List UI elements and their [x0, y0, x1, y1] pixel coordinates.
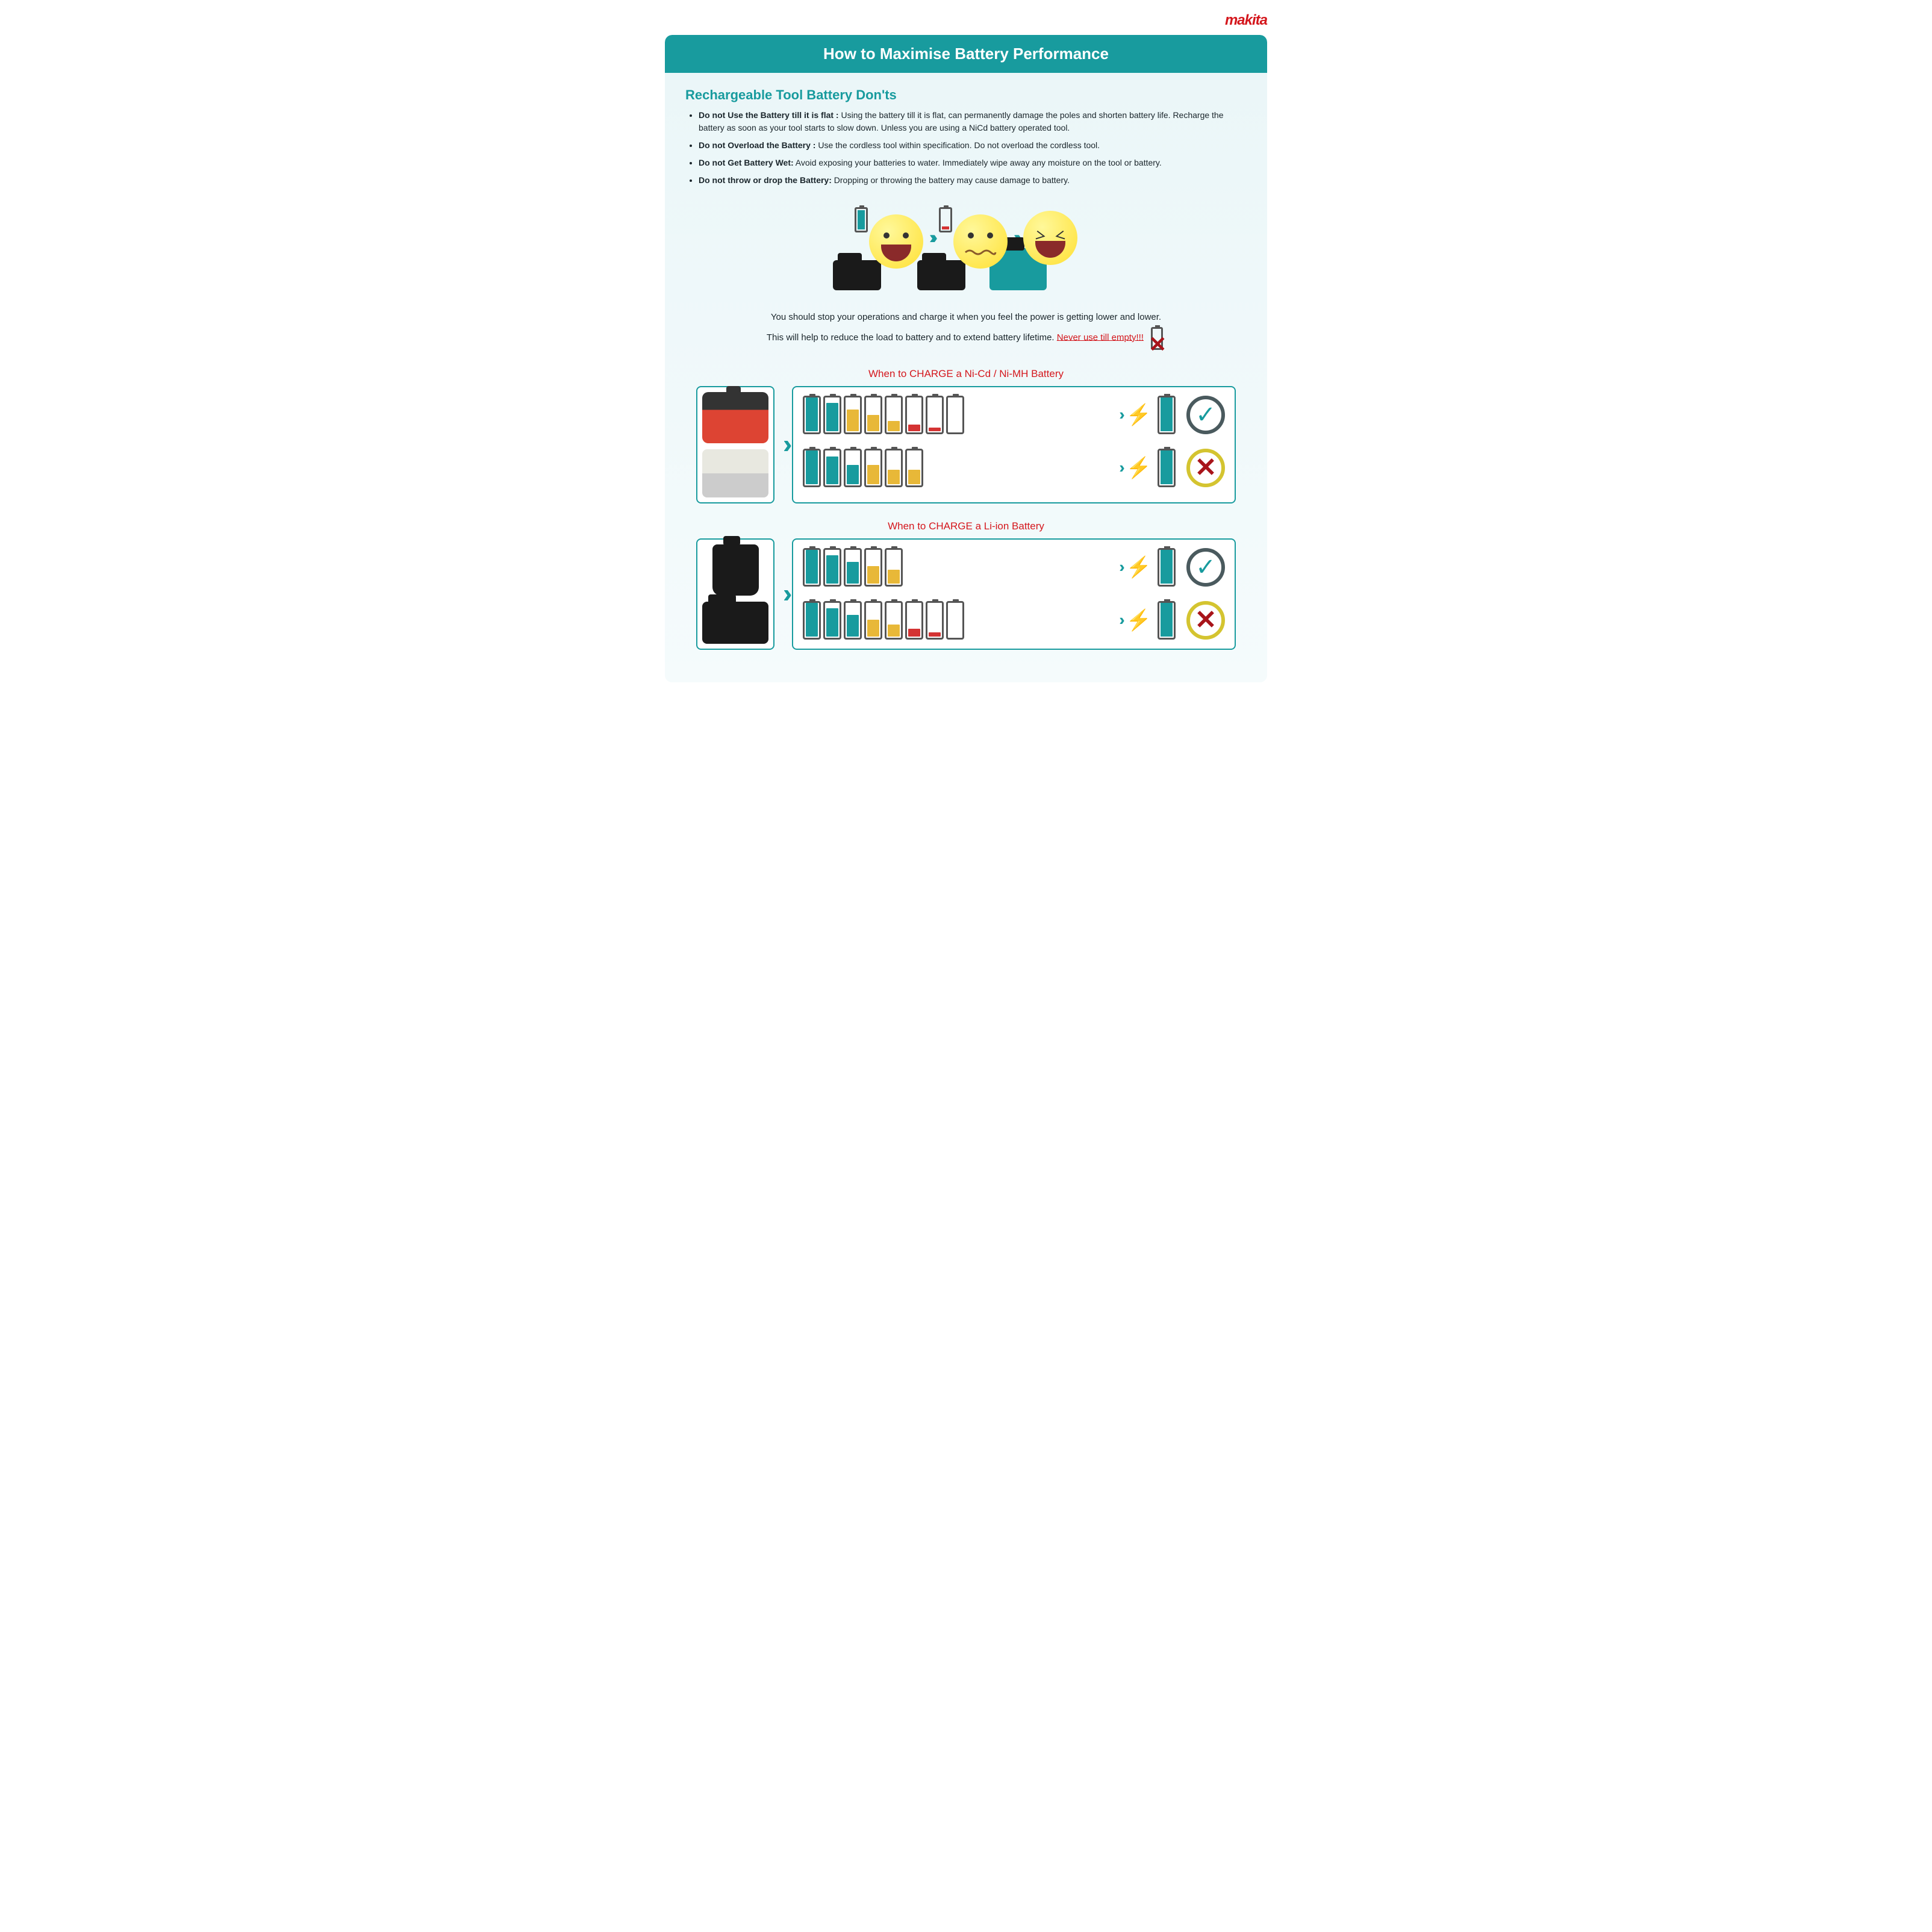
- battery-full-icon: [855, 207, 868, 232]
- battery-row: ›› ⚡ ✕: [803, 449, 1225, 487]
- lightning-icon: ⚡: [1126, 403, 1151, 427]
- tip-item: Do not throw or drop the Battery: Droppi…: [699, 174, 1247, 187]
- section-subtitle: Rechargeable Tool Battery Don'ts: [685, 87, 1247, 103]
- lightning-icon: ⚡: [1126, 456, 1151, 480]
- happy-face-icon: [869, 214, 923, 269]
- battery-pack-icon: [833, 260, 881, 290]
- battery-cell-icon: [864, 449, 882, 487]
- battery-cell-icon: [803, 601, 821, 640]
- liion-rows: ›› ⚡ ✓ ›› ⚡ ✕: [792, 538, 1236, 650]
- page-title: How to Maximise Battery Performance: [665, 35, 1267, 73]
- arrow-icon: ›››: [929, 228, 933, 248]
- battery-cell-icon: [864, 601, 882, 640]
- arrow-icon: ››: [1119, 611, 1120, 629]
- battery-cell-icon: [926, 396, 944, 434]
- battery-cell-icon: [823, 449, 841, 487]
- nicd-battery-photos: [696, 386, 774, 503]
- battery-cells: [803, 601, 964, 640]
- tip-item: Do not Overload the Battery : Use the co…: [699, 139, 1247, 152]
- arrow-icon: ››: [1119, 558, 1120, 576]
- liion-battery-photos: [696, 538, 774, 650]
- battery-cell-icon: [844, 396, 862, 434]
- battery-cell-icon: [905, 601, 923, 640]
- brand-logo: makita: [665, 12, 1267, 29]
- battery-pack-icon: [917, 260, 965, 290]
- check-icon: ✓: [1186, 548, 1225, 587]
- battery-cell-icon: [885, 396, 903, 434]
- tip-item: Do not Get Battery Wet: Avoid exposing y…: [699, 157, 1247, 169]
- worried-face-icon: [953, 214, 1008, 269]
- arrow-icon: ››: [783, 429, 784, 460]
- stage-charging: ＞＞: [1023, 211, 1077, 265]
- result-battery-icon: [1158, 601, 1176, 640]
- battery-cell-icon: [864, 396, 882, 434]
- arrow-icon: ››: [1119, 405, 1120, 424]
- battery-cell-icon: [885, 548, 903, 587]
- lightning-icon: ⚡: [1126, 608, 1151, 632]
- battery-cells: [803, 449, 923, 487]
- advice-text: You should stop your operations and char…: [703, 311, 1229, 351]
- battery-cell-icon: [905, 449, 923, 487]
- liion-diagram: ›› ›› ⚡ ✓ ›› ⚡ ✕: [685, 538, 1247, 650]
- battery-cell-icon: [946, 601, 964, 640]
- lightning-icon: ⚡: [1126, 555, 1151, 579]
- empty-battery-crossed-icon: ✕: [1150, 325, 1165, 351]
- nimh-battery-icon: [702, 449, 768, 497]
- laughing-face-icon: ＞＞: [1023, 211, 1077, 265]
- battery-cell-icon: [823, 548, 841, 587]
- battery-cell-icon: [803, 396, 821, 434]
- battery-cell-icon: [864, 548, 882, 587]
- arrow-icon: ››: [1119, 458, 1120, 477]
- battery-cell-icon: [946, 396, 964, 434]
- cross-icon: ✕: [1186, 449, 1225, 487]
- page-container: How to Maximise Battery Performance Rech…: [665, 35, 1267, 682]
- battery-cell-icon: [905, 396, 923, 434]
- content-area: Rechargeable Tool Battery Don'ts Do not …: [665, 73, 1267, 664]
- battery-row: ›› ⚡ ✕: [803, 601, 1225, 640]
- battery-cells: [803, 396, 964, 434]
- warning-text: Never use till empty!!!: [1057, 332, 1144, 342]
- check-icon: ✓: [1186, 396, 1225, 434]
- battery-cell-icon: [823, 396, 841, 434]
- nicd-battery-icon: [702, 392, 768, 443]
- emoji-sequence: ››› ››› ＞＞: [685, 207, 1247, 269]
- battery-cells: [803, 548, 903, 587]
- liion-slide-battery-icon: [702, 602, 768, 644]
- battery-low-icon: [939, 207, 952, 232]
- nicd-section-title: When to CHARGE a Ni-Cd / Ni-MH Battery: [685, 368, 1247, 380]
- stage-full: [855, 207, 923, 269]
- arrow-icon: ››: [783, 579, 784, 609]
- battery-cell-icon: [844, 449, 862, 487]
- tip-item: Do not Use the Battery till it is flat :…: [699, 109, 1247, 134]
- nicd-rows: ›› ⚡ ✓ ›› ⚡ ✕: [792, 386, 1236, 503]
- battery-cell-icon: [803, 449, 821, 487]
- battery-cell-icon: [926, 601, 944, 640]
- tips-list: Do not Use the Battery till it is flat :…: [685, 109, 1247, 187]
- battery-cell-icon: [885, 449, 903, 487]
- liion-section-title: When to CHARGE a Li-ion Battery: [685, 520, 1247, 532]
- battery-row: ›› ⚡ ✓: [803, 548, 1225, 587]
- battery-cell-icon: [844, 548, 862, 587]
- result-battery-icon: [1158, 396, 1176, 434]
- liion-stick-battery-icon: [712, 544, 759, 596]
- battery-cell-icon: [844, 601, 862, 640]
- result-battery-icon: [1158, 449, 1176, 487]
- battery-cell-icon: [885, 601, 903, 640]
- battery-cell-icon: [803, 548, 821, 587]
- battery-cell-icon: [823, 601, 841, 640]
- cross-icon: ✕: [1186, 601, 1225, 640]
- stage-low: [939, 207, 1008, 269]
- result-battery-icon: [1158, 548, 1176, 587]
- battery-row: ›› ⚡ ✓: [803, 396, 1225, 434]
- nicd-diagram: ›› ›› ⚡ ✓ ›› ⚡ ✕: [685, 386, 1247, 503]
